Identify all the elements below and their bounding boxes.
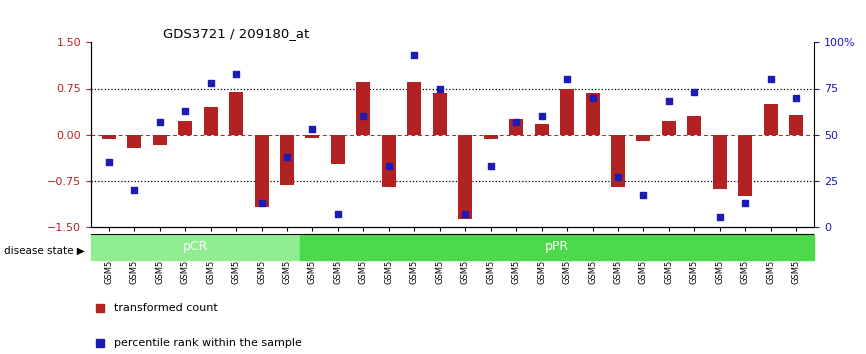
Point [102,159,116,165]
Point [127,187,141,193]
Point [280,154,294,159]
Bar [713,135,727,189]
Bar [229,92,243,135]
Point [739,200,753,205]
Point [611,174,625,180]
Point [713,215,727,220]
Text: disease state ▶: disease state ▶ [4,245,85,255]
Point [585,95,599,101]
Point [458,211,472,217]
Bar [306,135,320,138]
Bar [739,135,753,196]
Bar [178,121,192,135]
Point [306,126,320,132]
Point [688,89,701,95]
Point [637,193,650,198]
Bar [611,135,625,187]
Bar [357,82,371,135]
Point [560,76,574,82]
Bar [688,116,701,135]
Bar [560,88,574,135]
Bar [433,93,447,135]
Bar [280,135,294,185]
Bar [484,135,498,139]
Text: pPR: pPR [545,240,569,253]
Text: pCR: pCR [183,240,208,253]
Point [407,52,421,58]
Bar [255,135,268,207]
Point [509,119,523,125]
Point [229,71,243,76]
Point [357,113,371,119]
Point [662,98,675,104]
Point [178,108,192,113]
Bar [101,135,116,139]
Point [204,80,217,86]
Bar [789,115,804,135]
Point [331,211,345,217]
Bar [300,234,814,260]
Text: GDS3721 / 209180_at: GDS3721 / 209180_at [163,27,309,40]
Bar [509,119,523,135]
Bar [331,135,345,164]
Point [764,76,778,82]
Point [534,113,548,119]
Bar [127,135,141,148]
Point [382,163,396,169]
Bar [585,93,599,135]
Bar [764,104,778,135]
Bar [637,135,650,141]
Bar [662,121,675,135]
Bar [382,135,396,187]
Bar [534,124,548,135]
Bar [91,234,300,260]
Point [484,163,498,169]
Bar [407,82,421,135]
Bar [204,107,217,135]
Point [789,95,803,101]
Bar [152,135,166,145]
Point [433,86,447,91]
Point [255,200,268,205]
Point [152,119,166,125]
Text: transformed count: transformed count [114,303,218,313]
Text: percentile rank within the sample: percentile rank within the sample [114,338,302,348]
Bar [458,135,472,219]
